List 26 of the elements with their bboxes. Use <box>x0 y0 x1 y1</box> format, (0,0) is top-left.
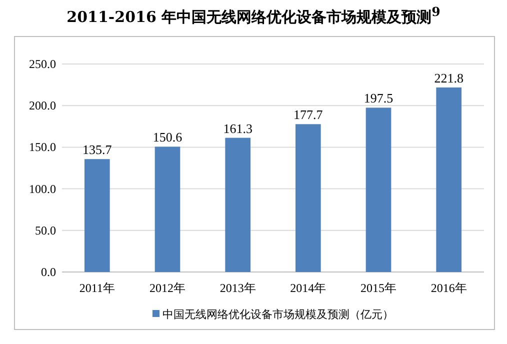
y-tick-label: 100.0 <box>29 182 56 196</box>
data-label: 177.7 <box>294 107 324 122</box>
data-label: 150.6 <box>152 130 183 145</box>
data-label: 221.8 <box>434 70 464 86</box>
chart-title: 2011-2016 年中国无线网络优化设备市场规模及预测$^{9}$ <box>66 4 442 27</box>
data-label: 135.7 <box>82 142 112 158</box>
y-tick-label: 50.0 <box>35 223 56 238</box>
y-tick-label: 200.0 <box>29 98 56 113</box>
y-tick-label: 0.0 <box>41 265 56 279</box>
data-label: 161.3 <box>223 120 252 136</box>
x-tick-label: 2014年 <box>290 281 326 295</box>
bar <box>225 138 250 272</box>
x-tick-label: 2016年 <box>430 281 467 295</box>
x-tick-label: 2012年 <box>150 281 186 295</box>
bar <box>296 124 321 272</box>
x-tick-label: 2015年 <box>360 281 396 295</box>
bar <box>154 146 180 272</box>
y-tick-label: 250.0 <box>29 57 56 71</box>
x-tick-label: 2011年 <box>79 281 115 295</box>
bar <box>84 159 110 272</box>
x-tick-label: 2013年 <box>220 281 256 295</box>
legend-label: 中国无线网络优化设备市场规模及预测（亿元） <box>162 308 394 321</box>
bar <box>436 87 462 272</box>
data-label: 197.5 <box>364 90 394 106</box>
bar <box>366 108 392 272</box>
y-tick-label: 150.0 <box>29 140 56 154</box>
